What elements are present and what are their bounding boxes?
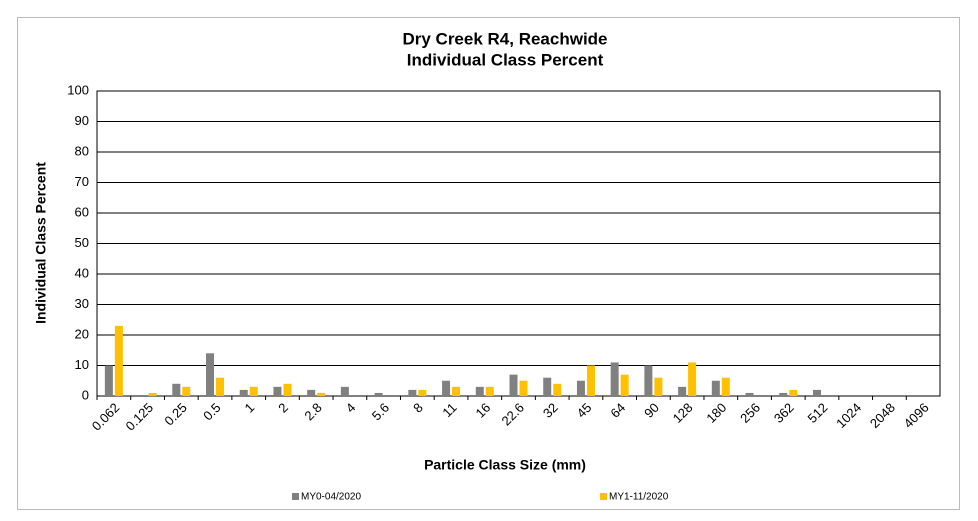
chart-title: Dry Creek R4, Reachwide [402, 29, 607, 48]
bar [678, 386, 687, 396]
bar [812, 389, 821, 396]
y-tick-label: 0 [82, 387, 89, 402]
plot-border [96, 90, 941, 397]
legend-text: MY1-11/2020 [609, 492, 669, 503]
y-tick-label: 80 [75, 143, 89, 158]
bar [442, 380, 451, 396]
bar [182, 386, 191, 396]
y-axis-title: Individual Class Percent [33, 162, 49, 324]
bar [779, 392, 788, 396]
bar [239, 389, 248, 396]
chart-subtitle: Individual Class Percent [407, 50, 604, 69]
bar [172, 383, 181, 396]
bar [114, 325, 123, 396]
x-axis-title: Particle Class Size (mm) [424, 457, 586, 473]
bar [519, 380, 528, 396]
bar [374, 392, 383, 396]
y-tick-label: 70 [75, 174, 89, 189]
bar [576, 380, 585, 396]
bar [688, 362, 697, 396]
y-tick-label: 50 [75, 235, 89, 250]
bar [317, 392, 326, 396]
bar [408, 389, 417, 396]
legend-text: MY0-04/2020 [301, 492, 361, 503]
bar [789, 389, 798, 396]
bar [148, 392, 157, 396]
bar [475, 386, 484, 396]
bar [745, 392, 754, 396]
bar [104, 365, 113, 396]
chart-frame [17, 17, 960, 510]
bar [206, 353, 215, 396]
bar [620, 374, 629, 396]
bar [340, 386, 349, 396]
bar [711, 380, 720, 396]
bar [654, 377, 663, 396]
bar [283, 383, 292, 396]
bar [644, 365, 653, 396]
y-tick-label: 60 [75, 204, 89, 219]
y-tick-label: 10 [75, 357, 89, 372]
bar [307, 389, 316, 396]
bar [216, 377, 225, 396]
bar [485, 386, 494, 396]
y-tick-label: 100 [67, 82, 89, 97]
bar [586, 365, 595, 396]
bar [721, 377, 730, 396]
y-tick-label: 20 [75, 326, 89, 341]
bar [452, 386, 461, 396]
legend-swatch [292, 493, 299, 500]
bar [610, 362, 619, 396]
bar [509, 374, 518, 396]
y-tick-label: 30 [75, 296, 89, 311]
y-tick-label: 90 [75, 113, 89, 128]
bar [553, 383, 562, 396]
legend-swatch [600, 493, 607, 500]
bar [418, 389, 427, 396]
y-tick-label: 40 [75, 265, 89, 280]
bar [543, 377, 552, 396]
bar [273, 386, 282, 396]
bar [249, 386, 258, 396]
